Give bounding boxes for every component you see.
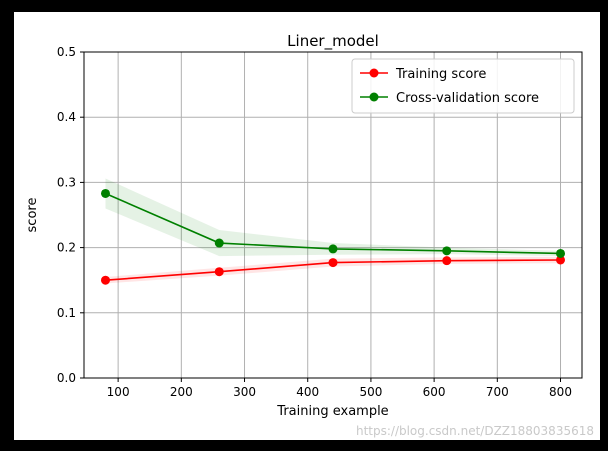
legend: Training score Cross-validation score bbox=[351, 58, 575, 114]
point-series-0 bbox=[214, 267, 224, 277]
x-tick-label: 400 bbox=[296, 385, 319, 399]
point-series-1 bbox=[442, 246, 452, 256]
axis-ticks: 100 200 300 400 500 600 700 800 0.0 0.1 0.2 0.3 0.4 0… bbox=[57, 45, 572, 399]
point-series-0 bbox=[556, 255, 566, 265]
watermark-text: https://blog.csdn.net/DZZ18803835618 bbox=[355, 424, 594, 438]
confidence-bands bbox=[105, 178, 561, 284]
y-tick-label: 0.3 bbox=[57, 175, 76, 189]
x-tick-label: 300 bbox=[233, 385, 256, 399]
legend-swatch-marker bbox=[369, 68, 379, 78]
point-series-0 bbox=[442, 256, 452, 266]
chart-title: Liner_model bbox=[287, 32, 379, 51]
x-tick-label: 700 bbox=[486, 385, 509, 399]
x-tick-label: 500 bbox=[359, 385, 382, 399]
y-axis-label: score bbox=[25, 198, 40, 233]
point-series-0 bbox=[328, 258, 338, 268]
series-markers bbox=[100, 188, 566, 285]
point-series-1 bbox=[556, 248, 566, 258]
x-tick-label: 800 bbox=[549, 385, 572, 399]
legend-label: Training score bbox=[395, 67, 486, 82]
y-tick-label: 0.4 bbox=[57, 110, 76, 124]
plot-area-border bbox=[83, 51, 583, 379]
figure-frame: 100 200 300 400 500 600 700 800 0.0 0.1 0.2 0.3 0.4 0… bbox=[14, 12, 600, 440]
band-series-1 bbox=[105, 178, 561, 257]
y-tick-label: 0.2 bbox=[57, 241, 76, 255]
y-tick-label: 0.0 bbox=[57, 371, 76, 385]
legend-box bbox=[351, 58, 575, 114]
point-series-1 bbox=[328, 244, 338, 254]
x-tick-label: 200 bbox=[170, 385, 193, 399]
learning-curve-chart: 100 200 300 400 500 600 700 800 0.0 0.1 0.2 0.3 0.4 0… bbox=[25, 32, 583, 419]
x-tick-label: 600 bbox=[423, 385, 446, 399]
point-series-0 bbox=[100, 275, 110, 285]
y-tick-label: 0.1 bbox=[57, 306, 76, 320]
legend-label: Cross-validation score bbox=[396, 91, 539, 106]
legend-swatch-marker bbox=[369, 92, 379, 102]
point-series-1 bbox=[214, 238, 224, 248]
y-tick-label: 0.5 bbox=[57, 45, 76, 59]
x-axis-label: Training example bbox=[276, 404, 388, 419]
point-series-1 bbox=[100, 188, 110, 198]
x-tick-label: 100 bbox=[107, 385, 130, 399]
